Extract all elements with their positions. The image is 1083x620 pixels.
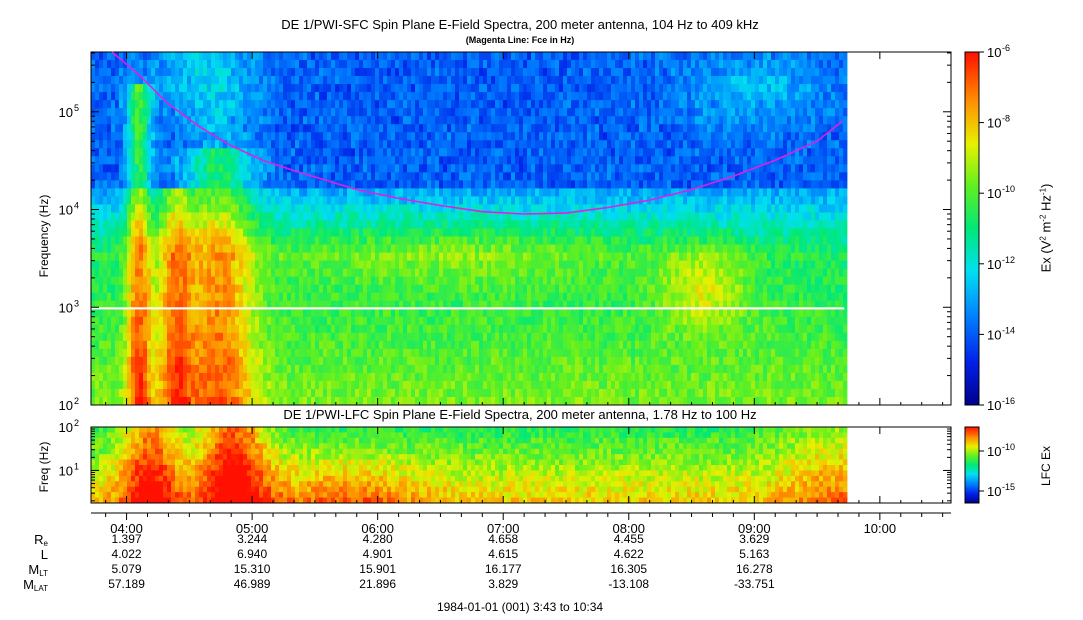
sfc-y-tick-label: 10 (59, 300, 73, 315)
cbar-label-sup: 2 (1038, 236, 1048, 241)
ephemeris-value: 4.622 (613, 547, 644, 561)
sfc-plot-frame (90, 51, 952, 406)
x-tick-label: 04:00 (110, 521, 143, 536)
ephemeris-value: 4.022 (111, 547, 142, 561)
ephemeris-value: 15.901 (359, 562, 396, 576)
sfc-colorbar-tick-label: 10 (987, 398, 1001, 413)
lfc-spectrogram-cells (91, 427, 848, 504)
ephemeris-value: -33.751 (733, 577, 775, 591)
ephemeris-value: 4.280 (362, 532, 393, 546)
ephemeris-value: 46.989 (233, 577, 271, 591)
ephemeris-label-text: M (23, 577, 34, 592)
sfc-colorbar-tick-exp: -14 (1002, 325, 1015, 335)
sfc-colorbar (964, 51, 980, 406)
sfc-colorbar-label: Ex (V2 m-2 Hz-1) (1038, 184, 1053, 273)
sfc-colorbar-tick-exp: -16 (1002, 396, 1015, 406)
ephemeris-label-text: L (40, 547, 48, 562)
ephemeris-value: -13.108 (608, 577, 650, 591)
ephemeris-label-text: R (34, 532, 44, 547)
sfc-spectrogram-cells (91, 52, 848, 406)
ephemeris-row-label: L (0, 547, 48, 562)
sfc-y-axis-label: Frequency (Hz) (37, 194, 51, 278)
ephemeris-value: 15.310 (233, 562, 271, 576)
x-tick-label: 08:00 (612, 521, 645, 536)
ephemeris-value: 16.305 (610, 562, 648, 576)
x-tick-label: 06:00 (361, 521, 394, 536)
sfc-colorbar-tick-exp: -6 (1002, 43, 1010, 53)
lfc-plot-frame (90, 426, 952, 504)
ephemeris-value: 4.615 (488, 547, 519, 561)
sfc-y-tick-label: 10 (59, 203, 73, 218)
ephemeris-value: 16.177 (484, 562, 522, 576)
lfc-colorbar-tick-exp: -15 (1002, 482, 1015, 492)
sfc-colorbar-tick-exp: -12 (1002, 255, 1015, 265)
sfc-colorbar-tick-label: 10 (987, 116, 1001, 131)
ephemeris-label-subscript: LT (39, 569, 48, 578)
ephemeris-value: 3.829 (488, 577, 519, 591)
cbar-label-part: Ex (V (1038, 240, 1054, 273)
sfc-y-tick-exp: 4 (74, 201, 79, 211)
ephemeris-value: 4.658 (488, 532, 519, 546)
cbar-label-part: ) (1038, 183, 1054, 188)
lfc-colorbar-label: LFC Ex (1039, 445, 1053, 487)
lfc-y-tick-label: 10 (59, 463, 73, 478)
sfc-y-tick-label: 10 (59, 398, 73, 413)
time-range-footer: 1984-01-01 (001) 3:43 to 10:34 (436, 600, 604, 614)
ephemeris-label-subscript: LAT (33, 584, 48, 593)
ephemeris-row-label: MLAT (0, 577, 48, 593)
ephemeris-value: 1.397 (111, 532, 142, 546)
sfc-colorbar-tick-exp: -10 (1002, 184, 1015, 194)
ephemeris-row-label: MLT (0, 562, 48, 578)
sfc-colorbar-tick-label: 10 (987, 327, 1001, 342)
lfc-colorbar-tick-exp: -10 (1002, 442, 1015, 452)
ephemeris-value: 4.455 (613, 532, 644, 546)
lfc-y-tick-exp: 2 (74, 418, 79, 428)
lfc-colorbar-tick-label: 10 (987, 484, 1001, 499)
sfc-data-gap (91, 307, 845, 310)
sfc-chart-subtitle: (Magenta Line: Fce in Hz) (465, 35, 575, 45)
x-tick-label: 10:00 (864, 521, 897, 536)
sfc-colorbar-tick-label: 10 (987, 45, 1001, 60)
sfc-y-tick-exp: 5 (74, 103, 79, 113)
lfc-chart-title: DE 1/PWI-LFC Spin Plane E-Field Spectra,… (283, 407, 757, 422)
ephemeris-value: 5.163 (739, 547, 770, 561)
ephemeris-row-label: Re (0, 532, 48, 548)
sfc-y-tick-label: 10 (59, 105, 73, 120)
x-tick-label: 05:00 (236, 521, 269, 536)
cbar-label-part: Hz (1038, 195, 1054, 215)
cbar-label-part: m (1038, 221, 1054, 237)
x-tick-label: 07:00 (487, 521, 520, 536)
ephemeris-value: 57.189 (108, 577, 145, 591)
sfc-y-tick-exp: 2 (74, 396, 79, 406)
sfc-colorbar-tick-label: 10 (987, 257, 1001, 272)
cbar-label-sup: -1 (1038, 187, 1048, 196)
ephemeris-label-subscript: e (43, 539, 48, 548)
ephemeris-value: 6.940 (237, 547, 268, 561)
lfc-colorbar-tick-label: 10 (987, 444, 1001, 459)
lfc-y-tick-label: 10 (59, 420, 73, 435)
ephemeris-value: 5.079 (111, 562, 142, 576)
x-tick-label: 09:00 (738, 521, 771, 536)
cbar-label-sup: -2 (1038, 214, 1048, 222)
fce-line (111, 51, 843, 215)
sfc-y-tick-exp: 3 (74, 298, 79, 308)
ephemeris-value: 3.244 (237, 532, 268, 546)
ephemeris-value: 16.278 (735, 562, 773, 576)
sfc-colorbar-tick-label: 10 (987, 186, 1001, 201)
lfc-colorbar (964, 426, 980, 504)
ephemeris-label-text: M (28, 562, 40, 577)
ephemeris-value: 21.896 (359, 577, 396, 591)
sfc-colorbar-tick-exp: -8 (1002, 114, 1010, 124)
ephemeris-value: 4.901 (362, 547, 393, 561)
lfc-y-tick-exp: 1 (74, 461, 79, 471)
lfc-y-axis-label: Freq (Hz) (37, 441, 51, 493)
sfc-chart-title: DE 1/PWI-SFC Spin Plane E-Field Spectra,… (281, 17, 759, 32)
ephemeris-value: 3.629 (739, 532, 770, 546)
